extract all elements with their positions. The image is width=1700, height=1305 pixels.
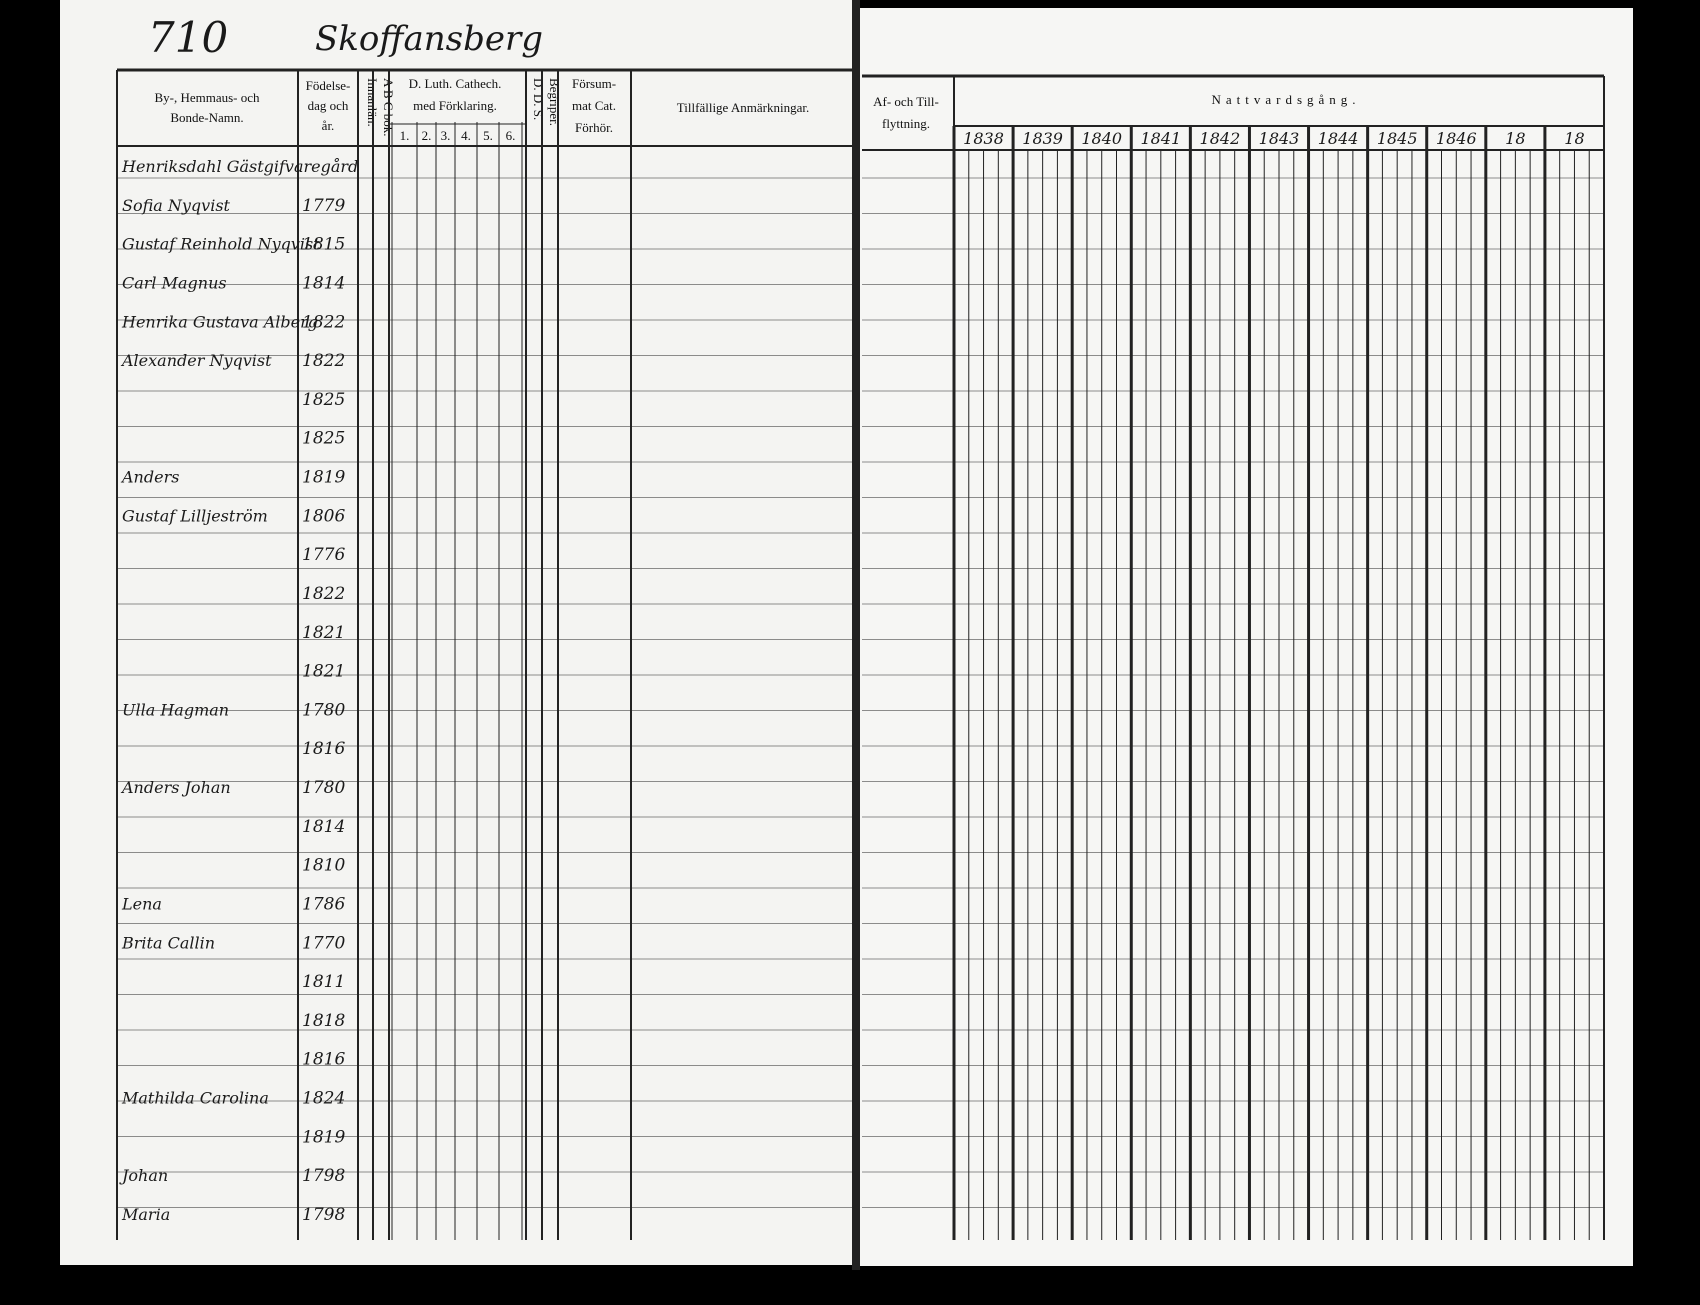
row-name: Anders [120, 468, 179, 487]
row-born: 1821 [302, 623, 345, 643]
header-text: 2. [422, 128, 432, 143]
row-born: 1816 [302, 1050, 345, 1070]
header-text: Begriper. [547, 78, 562, 126]
header-text: flyttning. [882, 116, 930, 131]
row-born: 1770 [302, 933, 345, 953]
row-born: 1798 [302, 1205, 345, 1225]
header-text: 5. [483, 128, 493, 143]
row-name: Henriksdahl Gästgifvaregård [121, 157, 358, 176]
row-name: Gustaf Lilljeström [122, 506, 268, 525]
header-text: år. [322, 118, 335, 133]
gutter [852, 0, 860, 1270]
year-label: 1841 [1140, 129, 1181, 148]
header-text: med Förklaring. [413, 98, 497, 113]
row-born: 1825 [302, 429, 345, 449]
row-name: Mathilda Carolina [121, 1089, 269, 1108]
header-text: 4. [461, 128, 471, 143]
year-label: 1846 [1436, 129, 1477, 148]
header-text: dag och [308, 98, 349, 113]
row-name: Alexander Nyqvist [120, 351, 272, 370]
row-born: 1780 [302, 700, 345, 720]
row-born: 1818 [302, 1011, 345, 1031]
place-name: Skoffansberg [315, 19, 543, 59]
row-born: 1819 [302, 1127, 345, 1147]
row-born: 1821 [302, 662, 345, 682]
row-name: Carl Magnus [122, 273, 227, 292]
row-born: 1816 [302, 739, 345, 759]
header-text: D. Luth. Cathech. [409, 76, 502, 91]
row-name: Gustaf Reinhold Nyqvist [122, 235, 320, 254]
year-label: 1844 [1318, 129, 1359, 148]
header: By-, Hemmaus- och Bonde-Namn. Födelse- d… [154, 76, 1360, 137]
header-text: Af- och Till- [873, 94, 939, 109]
header-text: Tillfällige Anmärkningar. [677, 100, 809, 115]
row-born: 1811 [302, 972, 345, 992]
row-born: 1815 [302, 235, 345, 255]
row-born: 1780 [302, 778, 345, 798]
left-page [60, 0, 855, 1265]
row-born: 1810 [302, 856, 345, 876]
row-born: 1822 [302, 351, 345, 371]
row-born: 1776 [302, 545, 345, 565]
header-text: Försum- [572, 76, 616, 91]
row-name: Henrika Gustava Alberg [121, 312, 318, 331]
year-label: 1840 [1081, 129, 1122, 148]
row-born: 1825 [302, 390, 345, 410]
row-born: 1806 [302, 506, 345, 526]
row-born: 1798 [302, 1166, 345, 1186]
header-text: 3. [441, 128, 451, 143]
header-text: Förhör. [575, 120, 613, 135]
row-born: 1786 [302, 894, 345, 914]
right-page [858, 8, 1633, 1266]
row-name: Lena [121, 894, 162, 913]
row-born: 1814 [302, 273, 345, 293]
header-text: mat Cat. [572, 98, 616, 113]
row-name: Sofia Nyqvist [122, 196, 231, 215]
header-text: 1. [400, 128, 410, 143]
header-text: Bonde-Namn. [170, 110, 243, 125]
year-label: 1839 [1022, 129, 1063, 148]
header-text: Födelse- [306, 78, 351, 93]
header-text: By-, Hemmaus- och [154, 90, 260, 105]
row-born: 1824 [302, 1089, 345, 1109]
row-born: 1819 [302, 468, 345, 488]
year-label: 1843 [1259, 129, 1300, 148]
year-label: 18 [1505, 129, 1525, 148]
row-born: 1822 [302, 584, 345, 604]
year-label: 18 [1564, 129, 1584, 148]
row-born: 1814 [302, 817, 345, 837]
row-name: Anders Johan [120, 778, 231, 797]
row-name: Johan [119, 1166, 168, 1185]
header-text: 6. [506, 128, 516, 143]
row-name: Maria [121, 1205, 170, 1224]
page-number: 710 [148, 13, 228, 62]
row-born: 1822 [302, 312, 345, 332]
row-born: 1779 [302, 196, 345, 216]
header-title: Nattvardsgång. [1211, 92, 1360, 107]
year-label: 1845 [1377, 129, 1418, 148]
year-label: 1838 [963, 129, 1004, 148]
row-name: Ulla Hagman [122, 700, 229, 719]
row-name: Brita Callin [121, 933, 215, 952]
year-label: 1842 [1200, 129, 1241, 148]
header-text: D. D. S. [531, 78, 546, 120]
